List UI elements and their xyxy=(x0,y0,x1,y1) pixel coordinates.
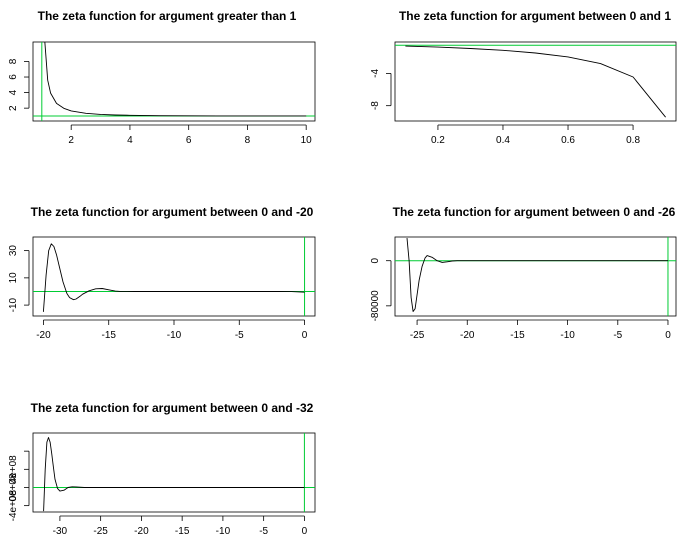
chart-title: The zeta function for argument between 0… xyxy=(399,9,671,23)
zeta-series-line xyxy=(42,243,305,312)
y-tick-label: -8 xyxy=(370,101,381,110)
y-tick-label: 4 xyxy=(8,89,19,95)
panel-zeta-0-to-minus-32: The zeta function for argument between 0… xyxy=(8,401,316,537)
y-tick-label: -4e+08 xyxy=(8,490,19,522)
x-tick-label: -5 xyxy=(259,526,268,537)
panel-zeta-greater-than-1: The zeta function for argument greater t… xyxy=(8,9,316,146)
x-tick-label: 0.6 xyxy=(561,135,575,146)
x-tick-label: 10 xyxy=(301,135,313,146)
zeta-series-line xyxy=(405,45,666,118)
chart-title: The zeta function for argument between 0… xyxy=(31,205,314,219)
zeta-series-line xyxy=(44,42,307,117)
panel-zeta-0-to-1: The zeta function for argument between 0… xyxy=(370,9,677,146)
x-tick-label: 0 xyxy=(302,330,308,341)
chart-title: The zeta function for argument between 0… xyxy=(31,401,314,415)
x-tick-label: 4 xyxy=(127,135,133,146)
x-tick-label: -15 xyxy=(175,526,190,537)
x-tick-label: -20 xyxy=(36,330,51,341)
x-tick-label: -30 xyxy=(53,526,68,537)
plot-frame xyxy=(394,236,677,317)
y-tick-label: -4 xyxy=(370,69,381,78)
x-tick-label: 6 xyxy=(186,135,192,146)
panel-zeta-0-to-minus-26: The zeta function for argument between 0… xyxy=(370,205,677,341)
plot-frame xyxy=(394,41,677,122)
panel-zeta-0-to-minus-20: The zeta function for argument between 0… xyxy=(8,205,316,341)
y-tick-label: 0e+08 xyxy=(8,473,19,502)
chart-title: The zeta function for argument between 0… xyxy=(393,205,676,219)
x-tick-label: -15 xyxy=(101,330,116,341)
x-tick-label: 8 xyxy=(245,135,251,146)
zeta-series-line xyxy=(406,238,668,312)
y-tick-label: 6 xyxy=(8,74,19,80)
x-tick-label: 0.4 xyxy=(496,135,510,146)
x-tick-label: -5 xyxy=(235,330,244,341)
x-tick-label: 0 xyxy=(302,526,308,537)
y-tick-label: 0 xyxy=(370,257,381,263)
x-tick-label: -10 xyxy=(216,526,231,537)
x-tick-label: 0 xyxy=(665,330,671,341)
x-tick-label: 2 xyxy=(68,135,74,146)
x-tick-label: -10 xyxy=(560,330,575,341)
x-tick-label: 0.2 xyxy=(431,135,445,146)
x-tick-label: -20 xyxy=(460,330,475,341)
x-tick-label: -15 xyxy=(510,330,525,341)
zeta-series-line xyxy=(43,437,305,512)
y-tick-label: 30 xyxy=(8,245,19,257)
x-tick-label: -5 xyxy=(613,330,622,341)
chart-title: The zeta function for argument greater t… xyxy=(38,9,297,23)
plot-frame xyxy=(32,41,316,122)
y-tick-label: 8 xyxy=(8,58,19,64)
plot-frame xyxy=(32,236,316,317)
y-tick-label: -10 xyxy=(8,297,19,312)
x-tick-label: 0.8 xyxy=(626,135,640,146)
y-tick-label: 4e+08 xyxy=(8,455,19,484)
x-tick-label: -25 xyxy=(410,330,425,341)
y-tick-label: 10 xyxy=(8,272,19,284)
y-tick-label: -80000 xyxy=(370,290,381,322)
plot-frame xyxy=(32,432,316,513)
x-tick-label: -20 xyxy=(134,526,149,537)
x-tick-label: -10 xyxy=(167,330,182,341)
x-tick-label: -25 xyxy=(93,526,108,537)
y-tick-label: 2 xyxy=(8,105,19,111)
